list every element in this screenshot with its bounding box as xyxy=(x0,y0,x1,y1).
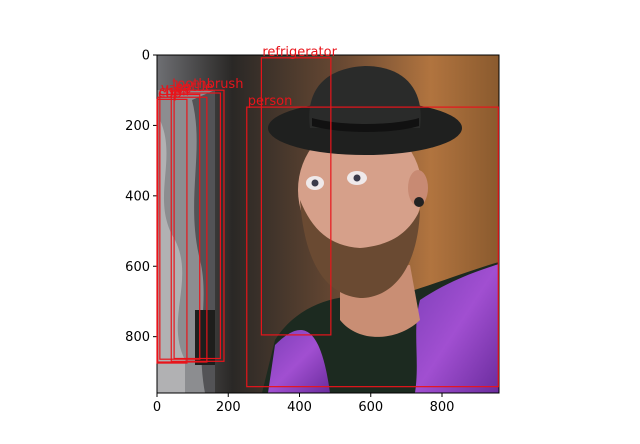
detection-box-toothbrush xyxy=(170,89,225,362)
x-tick-label: 0 xyxy=(153,400,161,415)
y-tick-label: 600 xyxy=(125,260,150,275)
detection-boxes: refrigerator person toothbrushbottlechairv… xyxy=(156,45,499,388)
x-tick-label: 600 xyxy=(358,400,383,415)
detection-label-refrigerator: refrigerator xyxy=(262,45,337,60)
y-tick-label: 400 xyxy=(125,189,150,204)
detection-box-refrigerator xyxy=(260,57,332,336)
detection-box-bottle xyxy=(173,92,222,360)
detection-label-bottle: bottle xyxy=(175,80,213,95)
x-tick-label: 200 xyxy=(216,400,241,415)
x-tick-label: 800 xyxy=(430,400,455,415)
y-tick-label: 800 xyxy=(125,330,150,345)
y-tick-label: 200 xyxy=(125,119,150,134)
detection-label-toothbrush: toothbrush xyxy=(172,77,243,92)
detection-label-vase: vase xyxy=(161,81,191,96)
detection-box-person xyxy=(246,106,499,388)
axis-ticks: 0 200 400 600 800 0 200 400 600 800 xyxy=(125,49,454,416)
detection-box-chair xyxy=(157,96,208,363)
detection-label-cup: cup xyxy=(158,86,182,101)
x-tick-label: 400 xyxy=(287,400,312,415)
detection-label-person: person xyxy=(248,94,293,109)
detection-label-chair: chair xyxy=(159,84,192,99)
detection-box-vase xyxy=(159,93,201,360)
photo-image xyxy=(157,55,499,393)
y-tick-label: 0 xyxy=(142,49,150,64)
detection-box-cup xyxy=(156,98,188,364)
